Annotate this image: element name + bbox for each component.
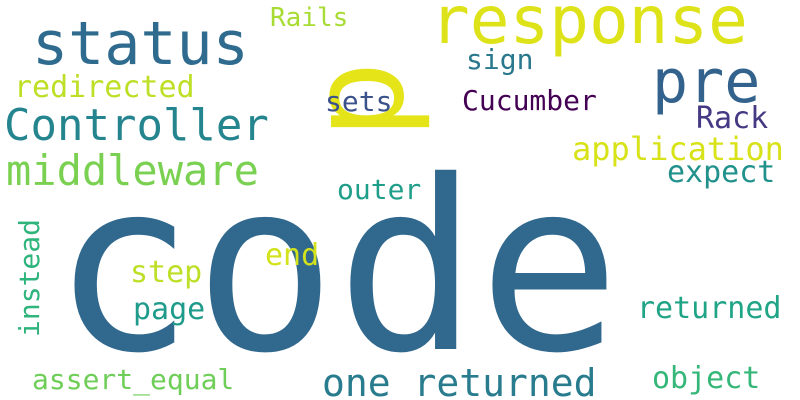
word-expect: expect: [667, 155, 776, 190]
word-sets: sets: [325, 85, 393, 118]
word-redirected: redirected: [14, 70, 195, 105]
word-rack: Rack: [696, 101, 769, 136]
word-sign: sign: [466, 43, 534, 76]
word-instead: instead: [13, 218, 47, 338]
word-page: page: [133, 292, 206, 327]
word-code: code: [52, 130, 621, 400]
word-pre: pre: [652, 47, 761, 117]
word-controller: Controller: [4, 100, 269, 151]
word-status: status: [32, 9, 249, 79]
word-cucumber: Cucumber: [462, 84, 597, 117]
word-step: step: [130, 255, 203, 290]
word-returned: returned: [637, 291, 782, 326]
word-assert-equal: assert_equal: [32, 363, 235, 396]
word-end: end: [265, 238, 320, 273]
word-response: response: [430, 0, 748, 59]
word-application: application: [572, 130, 784, 168]
word-object: object: [652, 361, 761, 396]
word-one-returned: one returned: [322, 361, 597, 400]
word-outer: outer: [337, 173, 422, 206]
word-middleware: middleware: [6, 146, 259, 195]
word-rails: Rails: [270, 3, 349, 33]
